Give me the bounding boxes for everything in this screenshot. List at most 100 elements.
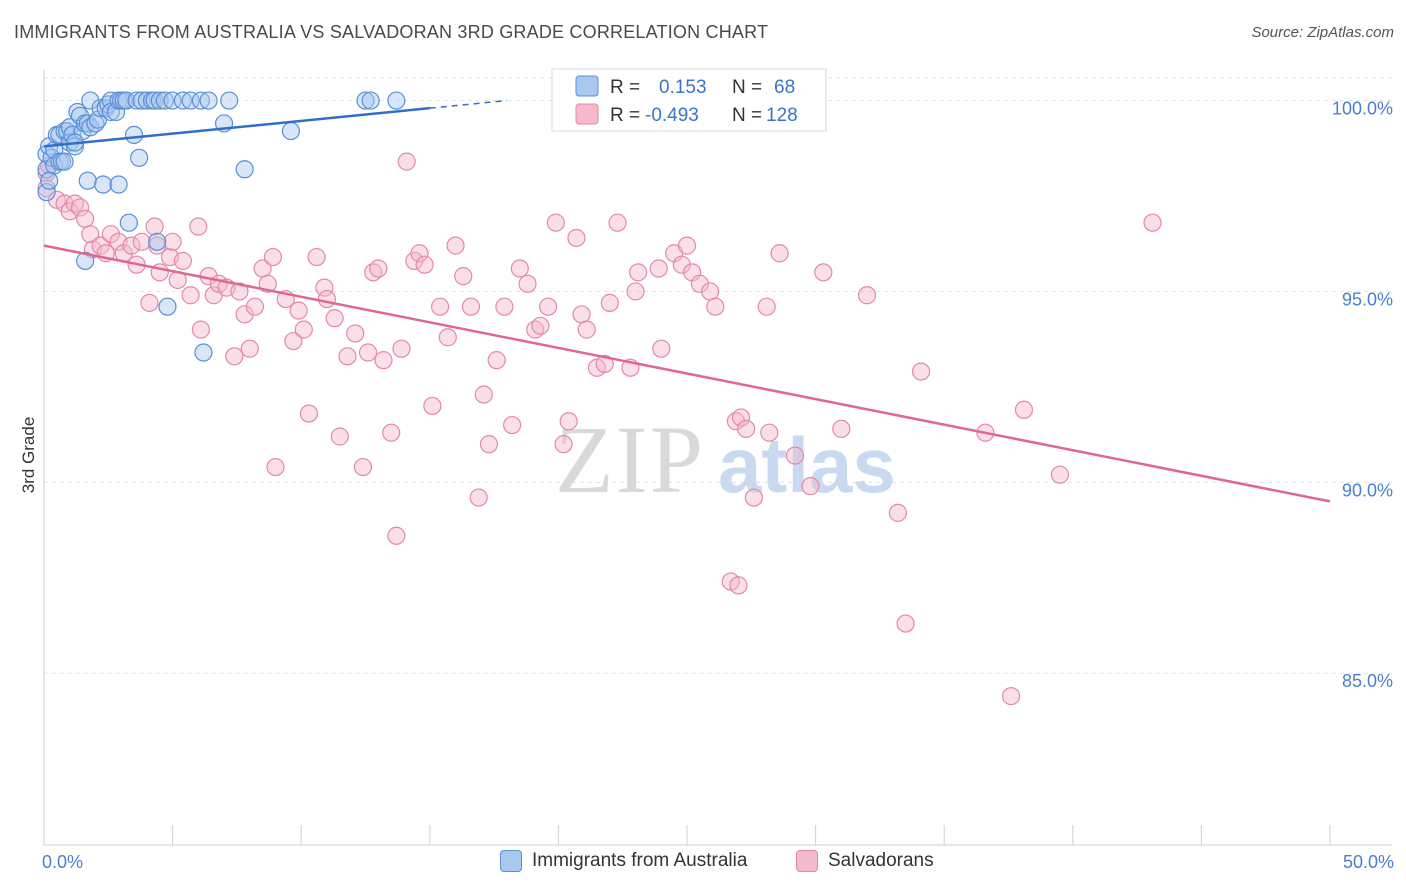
- salvadorans-point-20: [145, 217, 164, 236]
- legend-swatch-australia: [500, 850, 522, 872]
- australia-point-42: [145, 91, 164, 110]
- salvadorans-point-117: [801, 477, 820, 496]
- trend-line-australia-extension: [429, 99, 508, 109]
- salvadorans-point-68: [430, 297, 450, 316]
- salvadorans-point-50: [317, 289, 337, 309]
- watermark-zip: ZIP: [555, 406, 705, 513]
- legend-label-salvadorans: Salvadorans: [828, 850, 934, 871]
- salvadorans-point-127: [1050, 465, 1070, 484]
- salvadorans-point-34: [225, 347, 244, 366]
- y-axis-label: 3rd Grade: [19, 417, 38, 494]
- salvadorans-point-93: [608, 213, 627, 232]
- trend-lines: [43, 99, 1331, 503]
- australia-point-63: [158, 297, 177, 316]
- australia-point-53: [281, 121, 301, 141]
- salvadorans-point-77: [495, 297, 514, 316]
- salvadorans-point-120: [857, 286, 877, 305]
- salvadorans-point-8: [76, 209, 95, 228]
- australia-point-46: [173, 91, 192, 110]
- salvadorans-point-52: [330, 427, 349, 446]
- trend-line-salvadorans: [43, 244, 1331, 503]
- australia-point-48: [191, 91, 210, 110]
- legend-box: R = 0.153 N = 68 R = -0.493 N = 128: [551, 68, 827, 132]
- australia-point-55: [361, 91, 380, 110]
- salvadorans-point-98: [652, 339, 671, 358]
- australia-point-54: [356, 91, 375, 110]
- australia-point-40: [137, 91, 156, 110]
- australia-point-47: [181, 91, 200, 110]
- salvadorans-point-75: [479, 435, 499, 454]
- salvadorans-point-54: [346, 324, 365, 343]
- salvadorans-point-56: [358, 343, 378, 362]
- salvadorans-point-62: [392, 339, 411, 358]
- salvadorans-point-82: [531, 316, 550, 335]
- salvadorans-point-71: [454, 267, 473, 286]
- y-tick-label-0: 100.0%: [1332, 99, 1393, 119]
- salvadorans-point-121: [888, 503, 908, 522]
- australia-point-62: [148, 232, 167, 251]
- salvadorans-point-87: [567, 228, 586, 248]
- australia-point-59: [109, 175, 128, 194]
- salvadorans-point-123: [911, 362, 931, 381]
- salvadorans-point-37: [240, 339, 259, 358]
- salvadorans-point-103: [690, 274, 709, 293]
- salvadorans-point-7: [70, 198, 90, 217]
- salvadorans-point-76: [487, 351, 506, 370]
- salvadorans-point-41: [263, 247, 283, 267]
- salvadorans-point-26: [173, 251, 192, 270]
- legend-n-value-2: 128: [766, 105, 798, 126]
- salvadorans-point-84: [546, 213, 565, 232]
- australia-point-52: [235, 160, 254, 179]
- australia-point-58: [94, 175, 113, 194]
- salvadorans-point-51: [325, 309, 344, 328]
- legend-swatch-pink: [575, 103, 599, 125]
- salvadorans-point-89: [577, 320, 596, 339]
- salvadorans-point-110: [731, 408, 751, 427]
- salvadorans-point-35: [230, 282, 249, 301]
- series-immigrants-from-australia: [37, 91, 406, 362]
- y-tick-label-2: 90.0%: [1342, 480, 1393, 500]
- salvadorans-point-18: [132, 232, 151, 251]
- salvadorans-point-88: [572, 305, 591, 324]
- salvadorans-point-66: [415, 255, 434, 274]
- legend-swatch-blue: [575, 75, 599, 97]
- australia-point-12: [55, 152, 74, 171]
- australia-point-51: [220, 91, 239, 110]
- australia-point-56: [387, 91, 406, 110]
- salvadorans-point-65: [410, 244, 429, 263]
- salvadorans-point-116: [785, 446, 805, 465]
- australia-point-66: [40, 171, 59, 190]
- legend-n-label-2: N =: [732, 105, 762, 126]
- salvadorans-point-21: [148, 236, 167, 255]
- salvadorans-point-100: [672, 255, 691, 274]
- salvadorans-point-59: [374, 351, 393, 370]
- legend-r-value-2: -0.493: [645, 105, 699, 126]
- salvadorans-point-83: [539, 297, 558, 316]
- salvadorans-point-78: [503, 415, 522, 435]
- salvadorans-point-16: [122, 236, 141, 255]
- salvadorans-point-38: [245, 297, 265, 316]
- trend-line-australia: [43, 106, 430, 148]
- salvadorans-point-9: [81, 225, 100, 244]
- australia-point-24: [81, 91, 100, 110]
- salvadorans-point-67: [423, 396, 442, 416]
- legend-r-value-1: 0.153: [659, 77, 707, 98]
- salvadorans-point-53: [338, 347, 357, 366]
- salvadorans-point-69: [438, 328, 457, 347]
- australia-point-49: [199, 91, 218, 110]
- australia-point-45: [163, 91, 182, 110]
- salvadorans-point-101: [677, 236, 697, 255]
- salvadorans-point-85: [554, 435, 573, 454]
- salvadorans-point-74: [474, 385, 493, 404]
- salvadorans-point-79: [510, 259, 529, 278]
- salvadorans-point-97: [649, 259, 668, 278]
- salvadorans-point-46: [294, 320, 313, 339]
- legend-item-salvadorans: Salvadorans: [796, 850, 934, 872]
- salvadorans-point-125: [1001, 687, 1021, 706]
- salvadorans-point-29: [191, 320, 210, 339]
- salvadorans-point-49: [315, 278, 334, 297]
- salvadorans-point-60: [382, 423, 401, 442]
- salvadorans-point-95: [626, 282, 645, 301]
- australia-point-57: [78, 171, 97, 190]
